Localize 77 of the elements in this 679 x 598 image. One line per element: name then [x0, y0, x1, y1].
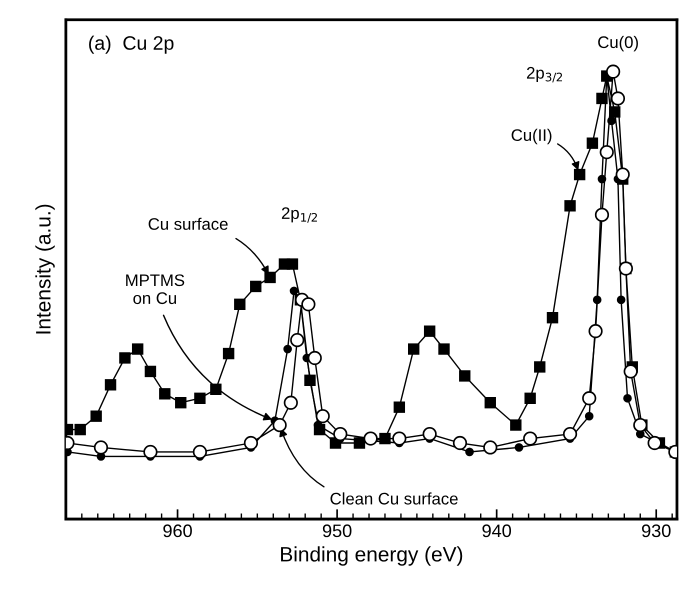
point: [364, 431, 378, 446]
point: [588, 324, 603, 338]
point: [594, 208, 610, 222]
point: [465, 448, 474, 456]
point: [408, 343, 420, 355]
x-tick-label: 930: [642, 524, 671, 538]
point: [94, 440, 108, 455]
annotation: 2p$_{3/2}$: [526, 66, 562, 82]
point: [546, 312, 558, 324]
x-tick-label: 950: [322, 524, 352, 538]
annotation: 2p$_{1/2}$: [282, 207, 317, 223]
point: [132, 343, 144, 355]
point: [616, 167, 630, 182]
point: [616, 296, 626, 304]
point: [564, 200, 576, 212]
point: [144, 366, 156, 378]
point: [422, 426, 437, 442]
point: [250, 280, 262, 292]
point: [119, 352, 131, 364]
point: [333, 426, 348, 442]
text: Clean Cu surface: [330, 492, 458, 505]
point: [459, 370, 470, 382]
point: [392, 431, 406, 446]
point: [438, 343, 450, 355]
point: [586, 138, 598, 149]
point: [74, 424, 86, 436]
point: [534, 361, 546, 373]
point: [222, 348, 234, 360]
text: Cu surface: [148, 218, 228, 230]
x-tick-label: 960: [163, 524, 192, 538]
point: [244, 436, 258, 450]
point: [194, 392, 206, 404]
point: [562, 426, 578, 442]
point: [524, 392, 536, 404]
point: [290, 333, 304, 348]
point: [284, 396, 298, 410]
point: [286, 258, 298, 270]
x-tick-label: 940: [482, 524, 512, 538]
point: [308, 350, 322, 366]
text: MPTMS on Cu: [126, 274, 184, 304]
point: [452, 436, 468, 450]
point: [283, 344, 292, 354]
point: [394, 402, 406, 413]
point: [301, 297, 316, 312]
point: [234, 298, 246, 310]
point: [210, 384, 222, 396]
point: [510, 419, 522, 431]
point: [272, 418, 287, 432]
point: [90, 410, 102, 422]
annotation: Cu(II): [512, 128, 552, 144]
x-axis-title: Binding energy (eV): [281, 546, 462, 566]
point: [104, 379, 116, 391]
point: [610, 91, 626, 106]
point: [143, 444, 158, 460]
point: [623, 394, 632, 403]
point: [624, 364, 638, 378]
point: [600, 145, 614, 160]
point: [633, 418, 648, 432]
annotation: Cu(0): [598, 36, 638, 52]
point: [264, 272, 276, 284]
point: [192, 444, 207, 460]
point: [424, 325, 436, 337]
point: [290, 286, 298, 296]
point: [584, 412, 594, 420]
point: [606, 64, 620, 79]
point: [574, 168, 586, 180]
point: [175, 397, 186, 408]
point: [514, 443, 524, 452]
point: [648, 436, 662, 450]
point: [582, 391, 596, 406]
point: [316, 409, 330, 424]
point: [484, 397, 496, 408]
point: [523, 431, 538, 446]
text: (a) Cu 2p: [89, 36, 174, 54]
point: [159, 388, 170, 400]
point: [483, 440, 498, 455]
y-axis-title: Intensity (a.u.): [35, 204, 55, 334]
